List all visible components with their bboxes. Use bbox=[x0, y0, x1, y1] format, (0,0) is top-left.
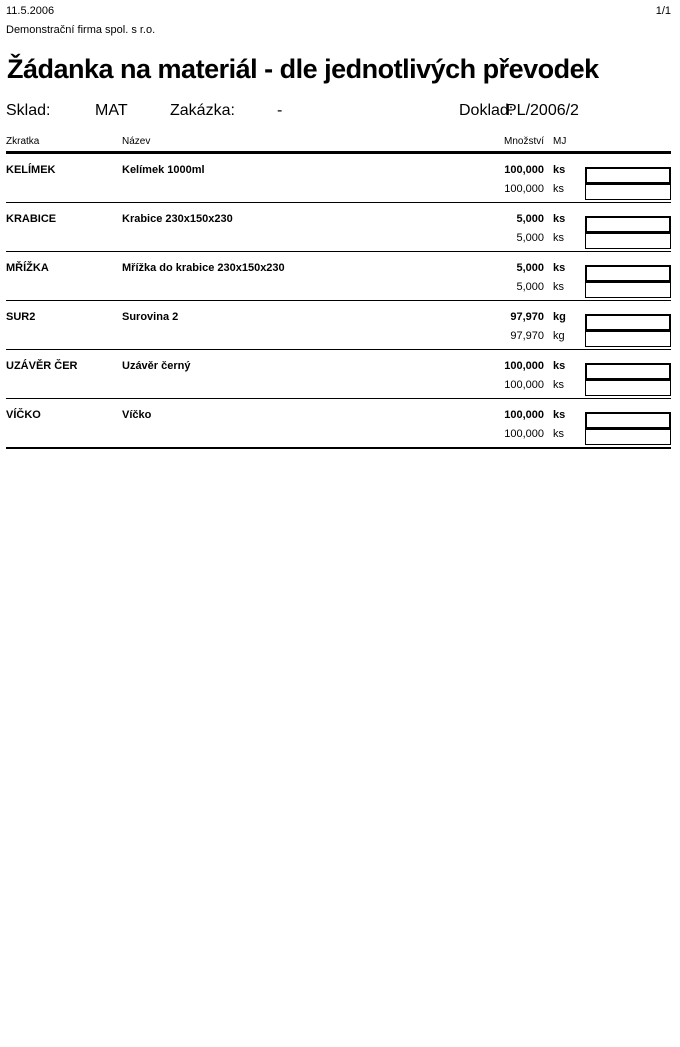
table-row: KRABICE Krabice 230x150x230 5,000 ks 5,0… bbox=[6, 203, 671, 252]
row-nazev: Kelímek 1000ml bbox=[122, 164, 205, 176]
row-unit-secondary: kg bbox=[553, 330, 565, 342]
row-qty-secondary: 100,000 bbox=[504, 183, 544, 195]
page-number: 1/1 bbox=[655, 5, 671, 17]
row-zkratka: MŘÍŽKA bbox=[6, 262, 49, 274]
table-header-row: Zkratka Název Množství MJ bbox=[6, 136, 671, 154]
entry-box-primary bbox=[585, 363, 671, 380]
row-unit-secondary: ks bbox=[553, 183, 564, 195]
entry-box-primary bbox=[585, 314, 671, 331]
col-header-mnozstvi: Množství bbox=[503, 136, 544, 147]
table-body: KELÍMEK Kelímek 1000ml 100,000 ks 100,00… bbox=[6, 154, 671, 449]
table-row: UZÁVĚR ČER Uzávěr černý 100,000 ks 100,0… bbox=[6, 350, 671, 399]
row-zkratka: UZÁVĚR ČER bbox=[6, 360, 78, 372]
company-name: Demonstrační firma spol. s r.o. bbox=[6, 24, 156, 36]
entry-box-secondary bbox=[585, 282, 671, 298]
row-qty-secondary: 100,000 bbox=[504, 379, 544, 391]
zakazka-label: Zakázka: bbox=[170, 102, 235, 119]
report-date: 11.5.2006 bbox=[6, 5, 55, 17]
entry-box-primary bbox=[585, 412, 671, 429]
table-row: MŘÍŽKA Mřížka do krabice 230x150x230 5,0… bbox=[6, 252, 671, 301]
entry-box-primary bbox=[585, 167, 671, 184]
entry-boxes bbox=[585, 167, 671, 200]
row-zkratka: KELÍMEK bbox=[6, 164, 56, 176]
entry-boxes bbox=[585, 265, 671, 298]
row-qty-primary: 100,000 bbox=[504, 164, 544, 176]
row-nazev: Mřížka do krabice 230x150x230 bbox=[122, 262, 285, 274]
row-qty-primary: 5,000 bbox=[516, 213, 544, 225]
entry-box-secondary bbox=[585, 331, 671, 347]
doklad-value: PL/2006/2 bbox=[506, 102, 579, 119]
row-unit-secondary: ks bbox=[553, 428, 564, 440]
entry-box-primary bbox=[585, 265, 671, 282]
row-nazev: Krabice 230x150x230 bbox=[122, 213, 233, 225]
entry-boxes bbox=[585, 314, 671, 347]
row-unit-primary: ks bbox=[553, 213, 566, 225]
entry-boxes bbox=[585, 363, 671, 396]
entry-boxes bbox=[585, 412, 671, 445]
row-nazev: Surovina 2 bbox=[122, 311, 179, 323]
row-qty-primary: 100,000 bbox=[504, 409, 544, 421]
row-nazev: Uzávěr černý bbox=[122, 360, 191, 372]
row-qty-secondary: 100,000 bbox=[504, 428, 544, 440]
entry-box-primary bbox=[585, 216, 671, 233]
col-header-mj: MJ bbox=[553, 136, 567, 147]
document-info-row: Sklad: MAT Zakázka: - Doklad: PL/2006/2 bbox=[6, 101, 671, 120]
table-row: SUR2 Surovina 2 97,970 kg 97,970 kg bbox=[6, 301, 671, 350]
sklad-label: Sklad: bbox=[6, 102, 51, 119]
row-zkratka: SUR2 bbox=[6, 311, 36, 323]
row-zkratka: KRABICE bbox=[6, 213, 57, 225]
entry-box-secondary bbox=[585, 233, 671, 249]
row-unit-primary: kg bbox=[553, 311, 566, 323]
row-unit-secondary: ks bbox=[553, 232, 564, 244]
row-qty-secondary: 97,970 bbox=[510, 330, 544, 342]
report-header: 11.5.2006 1/1 bbox=[6, 5, 671, 18]
row-qty-primary: 5,000 bbox=[516, 262, 544, 274]
row-qty-secondary: 5,000 bbox=[516, 281, 544, 293]
row-zkratka: VÍČKO bbox=[6, 409, 41, 421]
zakazka-value: - bbox=[277, 102, 283, 119]
report-title: Žádanka na materiál - dle jednotlivých p… bbox=[7, 54, 599, 84]
row-unit-secondary: ks bbox=[553, 281, 564, 293]
row-qty-primary: 97,970 bbox=[510, 311, 544, 323]
table-row: VÍČKO Víčko 100,000 ks 100,000 ks bbox=[6, 399, 671, 449]
doklad-label: Doklad: bbox=[459, 102, 514, 119]
entry-box-secondary bbox=[585, 380, 671, 396]
row-nazev: Víčko bbox=[122, 409, 152, 421]
sklad-value: MAT bbox=[95, 102, 128, 119]
col-header-nazev: Název bbox=[122, 136, 151, 147]
col-header-zkratka: Zkratka bbox=[6, 136, 40, 147]
row-unit-primary: ks bbox=[553, 164, 566, 176]
entry-box-secondary bbox=[585, 429, 671, 445]
entry-boxes bbox=[585, 216, 671, 249]
row-unit-secondary: ks bbox=[553, 379, 564, 391]
entry-box-secondary bbox=[585, 184, 671, 200]
row-unit-primary: ks bbox=[553, 409, 566, 421]
table-row: KELÍMEK Kelímek 1000ml 100,000 ks 100,00… bbox=[6, 154, 671, 203]
row-qty-primary: 100,000 bbox=[504, 360, 544, 372]
row-qty-secondary: 5,000 bbox=[516, 232, 544, 244]
row-unit-primary: ks bbox=[553, 262, 566, 274]
row-unit-primary: ks bbox=[553, 360, 566, 372]
